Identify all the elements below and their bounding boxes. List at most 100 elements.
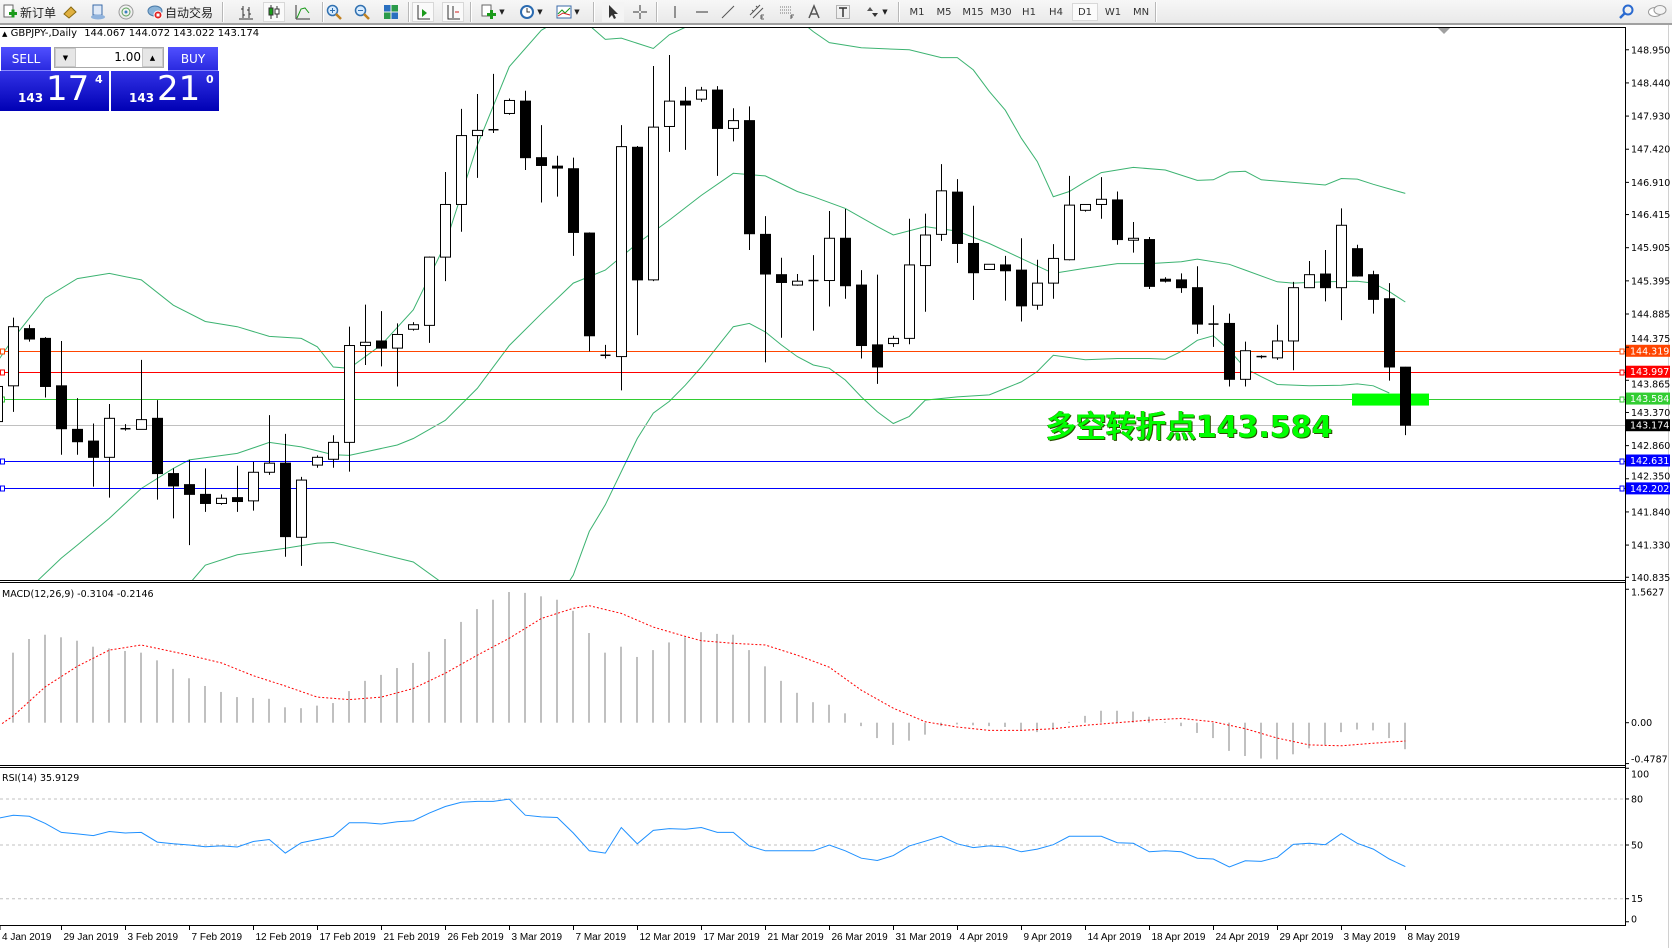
candle-body [1352, 248, 1363, 277]
timeframe-m15[interactable]: M15 [962, 6, 984, 18]
candle-body [1368, 274, 1379, 300]
buy-button[interactable]: BUY [168, 47, 218, 71]
chart-shift-button[interactable] [442, 2, 464, 22]
chat-button[interactable] [1645, 2, 1669, 22]
macd-bar [12, 652, 14, 723]
candle-body [760, 233, 771, 275]
timeframe-h4[interactable]: H4 [1049, 6, 1063, 18]
buy-price[interactable]: 143 21 0 [111, 69, 219, 111]
macd-bar [972, 722, 974, 726]
timeframe-d1[interactable]: D1 [1072, 3, 1098, 21]
candle-body [920, 234, 931, 267]
chart-canvas[interactable]: 144.319 143.997 143.584 143.174 142.631 142.2… [0, 25, 1672, 948]
equidistant-channel-button[interactable] [746, 2, 768, 22]
timeframe-w1[interactable]: W1 [1104, 6, 1122, 18]
candle [8, 317, 19, 412]
timeframe-m1[interactable]: M1 [909, 6, 925, 18]
tile-windows-button[interactable] [381, 2, 401, 22]
timeframe-h1[interactable]: H1 [1022, 6, 1036, 18]
signals-button[interactable] [116, 2, 136, 22]
new-order-button[interactable]: 新订单 [1, 2, 57, 22]
bar-chart-button[interactable] [236, 2, 256, 22]
candlestick-icon [266, 4, 282, 20]
time-tick-label: 3 Feb 2019 [128, 932, 179, 943]
new-order-icon [2, 4, 18, 20]
navigator-button[interactable] [88, 2, 108, 22]
candle [456, 108, 467, 232]
level-price-badge [1626, 482, 1670, 495]
candle-body [1224, 322, 1235, 380]
vertical-line-button[interactable] [665, 2, 685, 22]
chart-shift-marker-icon [1438, 28, 1450, 34]
templates-button[interactable]: ▼ [552, 2, 584, 22]
fibonacci-button[interactable] [776, 2, 798, 22]
crosshair-button[interactable] [630, 2, 650, 22]
candle [72, 398, 83, 455]
candlestick-button[interactable] [263, 2, 285, 22]
dropdown-arrow-icon[interactable]: ▼ [537, 8, 543, 16]
macd-bar [76, 640, 78, 723]
candle [344, 326, 355, 472]
toolbar-divider [1155, 2, 1157, 22]
timeframe-mn[interactable]: MN [1132, 6, 1150, 18]
time-tick-label: 26 Feb 2019 [448, 932, 505, 943]
text-button[interactable] [804, 2, 824, 22]
dropdown-arrow-icon[interactable]: ▼ [882, 8, 888, 16]
horizontal-line-button[interactable] [692, 2, 712, 22]
candle-body [456, 135, 467, 205]
timeframe-m30[interactable]: M30 [990, 6, 1012, 18]
dropdown-arrow-icon[interactable]: ▼ [499, 8, 505, 16]
macd-bar [1084, 715, 1086, 723]
chart-window[interactable]: 144.319 143.997 143.584 143.174 142.631 142.2… [0, 25, 1672, 948]
periods-button[interactable]: ▼ [516, 2, 546, 22]
candle-body [1336, 224, 1347, 289]
candle-body [1016, 269, 1027, 307]
lot-size-input[interactable]: ▼ 1.00 ▲ [54, 47, 164, 68]
text-label-button[interactable] [832, 2, 854, 22]
time-tick-label: 7 Mar 2019 [576, 932, 627, 943]
lot-decrease-button[interactable]: ▼ [55, 48, 76, 67]
candle-body [984, 263, 995, 270]
timeframe-m5[interactable]: M5 [936, 6, 952, 18]
candle-body [1032, 282, 1043, 306]
time-tick-label: 17 Feb 2019 [320, 932, 377, 943]
macd-bar [764, 666, 766, 723]
line-chart-button[interactable] [293, 2, 313, 22]
search-button[interactable] [1616, 2, 1636, 22]
time-tick-label: 14 Apr 2019 [1088, 932, 1142, 943]
trendline-button[interactable] [718, 2, 738, 22]
arrows-button[interactable]: ▼ [860, 2, 892, 22]
candle [536, 125, 547, 203]
text-label-icon [835, 4, 851, 20]
bollinger-upper-band [0, 28, 1406, 369]
candle-body [584, 232, 595, 337]
dropdown-arrow-icon[interactable]: ▼ [574, 8, 580, 16]
macd-bar [300, 708, 302, 723]
auto-scroll-button[interactable] [412, 2, 434, 22]
text-icon [806, 4, 822, 20]
candle-body [472, 129, 483, 137]
indicators-button[interactable]: ▼ [478, 2, 508, 22]
zoom-out-button[interactable] [352, 2, 372, 22]
lot-increase-button[interactable]: ▲ [142, 48, 163, 67]
candle-body [664, 100, 675, 127]
market-watch-button[interactable] [60, 2, 80, 22]
macd-bar [1052, 722, 1054, 730]
sell-price[interactable]: 143 17 4 [0, 69, 109, 111]
candle [1080, 203, 1091, 212]
candle-body [1288, 287, 1299, 342]
time-tick-label: 21 Mar 2019 [768, 932, 825, 943]
candle-body [72, 428, 83, 443]
zoom-in-button[interactable] [324, 2, 344, 22]
collapse-triangle-icon[interactable]: ▲ [2, 30, 8, 38]
lot-size-value[interactable]: 1.00 [114, 50, 141, 64]
candle-body [872, 344, 883, 368]
candle [120, 424, 131, 431]
auto-trading-button[interactable]: 自动交易 [144, 2, 216, 22]
cursor-button[interactable] [602, 2, 624, 22]
candle-body [776, 274, 787, 283]
price-tick-label: 145.905 [1631, 243, 1670, 254]
macd-bar [220, 691, 222, 723]
price-tick-label: 146.910 [1631, 178, 1670, 189]
sell-button[interactable]: SELL [1, 47, 51, 71]
